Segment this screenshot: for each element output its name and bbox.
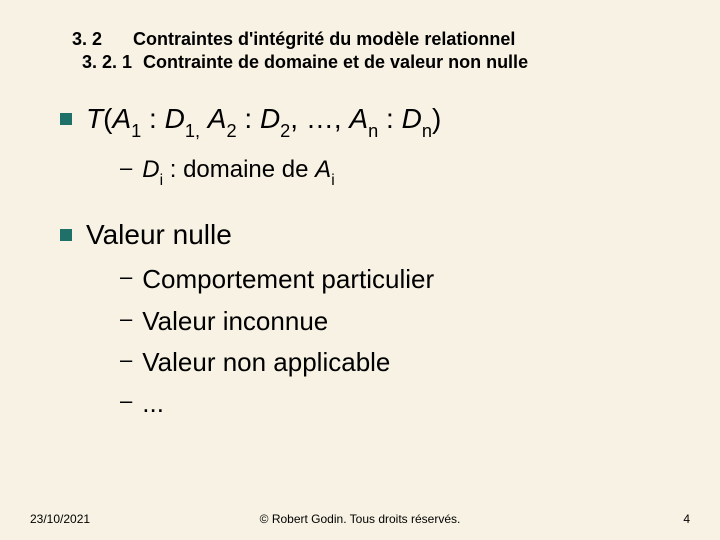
formula-comma-3: , xyxy=(334,103,350,134)
sub-Di: Di xyxy=(142,156,163,183)
slide-header: 3. 2 Contraintes d'intégrité du modèle r… xyxy=(0,0,720,83)
formula-close: ) xyxy=(432,103,441,134)
header-text-2: Contrainte de domaine et de valeur non n… xyxy=(143,52,528,72)
formula-colon-2: : xyxy=(244,103,260,134)
header-number-2: 3. 2. 1 xyxy=(82,51,138,74)
sub-D: D xyxy=(142,156,159,183)
formula-A: A xyxy=(112,103,131,134)
bullet-1: T(A1 : D1, A2 : D2, …, An : Dn) xyxy=(60,101,680,140)
sub-bullet-2c: – Valeur non applicable xyxy=(120,345,680,380)
sub-bullet-2d-text: ... xyxy=(142,386,164,421)
formula-D: D xyxy=(165,103,185,134)
bullet-2: Valeur nulle xyxy=(60,217,680,252)
header-line-2: 3. 2. 1 Contrainte de domaine et de vale… xyxy=(72,51,680,74)
footer-copyright: © Robert Godin. Tous droits réservés. xyxy=(0,512,720,526)
formula-D2: D2 xyxy=(260,103,290,134)
sub-bullet-2c-text: Valeur non applicable xyxy=(142,345,390,380)
formula-A2: A2 xyxy=(208,103,237,134)
sub-bullet-1a: – Di : domaine de Ai xyxy=(120,154,680,189)
header-text-1: Contraintes d'intégrité du modèle relati… xyxy=(133,29,515,49)
dash-icon: – xyxy=(120,262,132,292)
sub-A: A xyxy=(315,156,331,183)
formula-A2a: A xyxy=(208,103,227,134)
bullet-2-text: Valeur nulle xyxy=(86,217,232,252)
slide-body: T(A1 : D1, A2 : D2, …, An : Dn) – Di : d… xyxy=(0,83,720,421)
formula-A1: A1 xyxy=(112,103,141,134)
sub-Ai: Ai xyxy=(315,156,334,183)
formula-colon-1: : xyxy=(141,103,164,134)
sub-bullet-2a-text: Comportement particulier xyxy=(142,262,434,297)
formula-Ana: A xyxy=(349,103,368,134)
formula-sub-n: n xyxy=(368,121,378,141)
formula-D1: D1, xyxy=(165,103,200,134)
bullet-square-icon xyxy=(60,113,72,125)
formula-colon-n: : xyxy=(378,103,401,134)
formula-T: T xyxy=(86,103,103,134)
sub-bullet-1a-text: Di : domaine de Ai xyxy=(142,154,334,189)
formula-Dna: D xyxy=(402,103,422,134)
formula-Dn: Dn xyxy=(402,103,432,134)
formula-An: An xyxy=(349,103,378,134)
formula-dots: … xyxy=(306,103,334,134)
formula-sub-n2: n xyxy=(422,121,432,141)
sub-bullet-2b: – Valeur inconnue xyxy=(120,304,680,339)
slide: 3. 2 Contraintes d'intégrité du modèle r… xyxy=(0,0,720,540)
formula-comma-2: , xyxy=(290,103,306,134)
formula-D2a: D xyxy=(260,103,280,134)
bullet-square-icon xyxy=(60,229,72,241)
sub-domain-text: : domaine de xyxy=(163,156,315,183)
dash-icon: – xyxy=(120,304,132,334)
footer-page-number: 4 xyxy=(683,512,690,526)
header-number-1: 3. 2 xyxy=(72,28,128,51)
sub-bullet-2a: – Comportement particulier xyxy=(120,262,680,297)
dash-icon: – xyxy=(120,386,132,416)
bullet-1-text: T(A1 : D1, A2 : D2, …, An : Dn) xyxy=(86,101,441,140)
sub-bullet-2b-text: Valeur inconnue xyxy=(142,304,328,339)
dash-icon: – xyxy=(120,345,132,375)
dash-icon: – xyxy=(120,154,132,183)
header-line-1: 3. 2 Contraintes d'intégrité du modèle r… xyxy=(72,28,680,51)
sub-bullet-2d: – ... xyxy=(120,386,680,421)
